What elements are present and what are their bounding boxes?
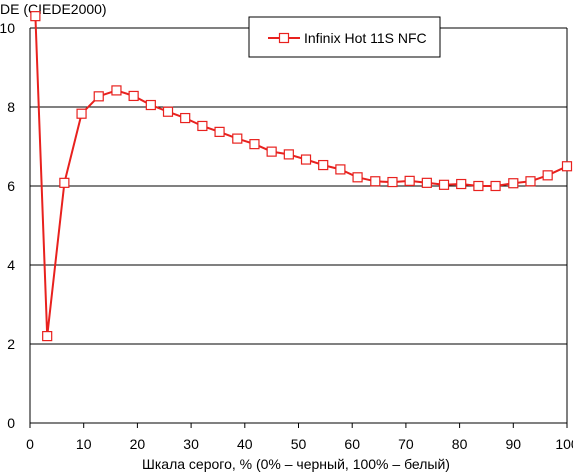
legend-label: Infinix Hot 11S NFC: [304, 30, 427, 46]
data-point: [128, 90, 139, 102]
data-point: [508, 178, 519, 189]
x-tick-label: 50: [291, 436, 307, 452]
data-point: [438, 179, 450, 190]
data-point: [145, 99, 156, 111]
legend-marker: [278, 32, 290, 44]
data-point: [404, 175, 415, 186]
data-point: [542, 170, 553, 181]
data-point: [162, 106, 174, 117]
y-tick-label: 0: [7, 415, 15, 431]
x-tick-label: 90: [506, 436, 522, 452]
y-axis-title: DE (CIEDE2000): [0, 1, 107, 17]
gridlines: [29, 27, 568, 428]
data-point: [283, 149, 294, 160]
data-point: [59, 177, 70, 188]
data-point: [42, 331, 53, 342]
x-tick-label: 60: [344, 436, 360, 452]
x-tick-label: 10: [76, 436, 92, 452]
data-point: [352, 172, 363, 183]
plot-area: [30, 11, 573, 342]
data-point: [456, 178, 467, 190]
data-point: [232, 133, 243, 144]
data-point: [421, 177, 432, 188]
data-point: [387, 176, 398, 188]
y-tick-label: 8: [7, 99, 15, 115]
x-tick-label: 0: [26, 436, 34, 452]
data-point: [111, 85, 122, 96]
x-axis-title: Шкала серого, % (0% – черный, 100% – бел…: [142, 456, 450, 472]
x-tick-label: 40: [237, 436, 253, 452]
data-point: [561, 161, 573, 172]
data-point: [318, 159, 329, 171]
data-point: [300, 154, 312, 165]
y-tick-label: 10: [0, 20, 15, 36]
data-point: [30, 11, 41, 22]
legend: Infinix Hot 11S NFC: [248, 16, 441, 58]
x-tick-label: 80: [452, 436, 468, 452]
data-point: [266, 146, 277, 157]
y-tick-label: 4: [7, 257, 15, 273]
data-point: [197, 120, 208, 132]
y-tick-label: 6: [7, 178, 15, 194]
data-point: [525, 176, 536, 187]
x-tick-label: 70: [398, 436, 414, 452]
data-point: [370, 176, 381, 187]
tick-labels: 02468100102030405060708090100: [0, 20, 573, 452]
x-tick-label: 20: [130, 436, 146, 452]
series-line: [34, 16, 568, 338]
data-point: [76, 108, 87, 119]
y-tick-label: 2: [7, 336, 15, 352]
data-point: [93, 91, 104, 102]
x-tick-label: 30: [183, 436, 199, 452]
data-point: [249, 139, 260, 150]
data-point: [214, 126, 225, 137]
data-point: [335, 164, 346, 175]
x-tick-label: 100: [555, 436, 573, 452]
data-point: [490, 180, 501, 192]
data-point: [473, 180, 484, 192]
data-point: [180, 112, 191, 124]
